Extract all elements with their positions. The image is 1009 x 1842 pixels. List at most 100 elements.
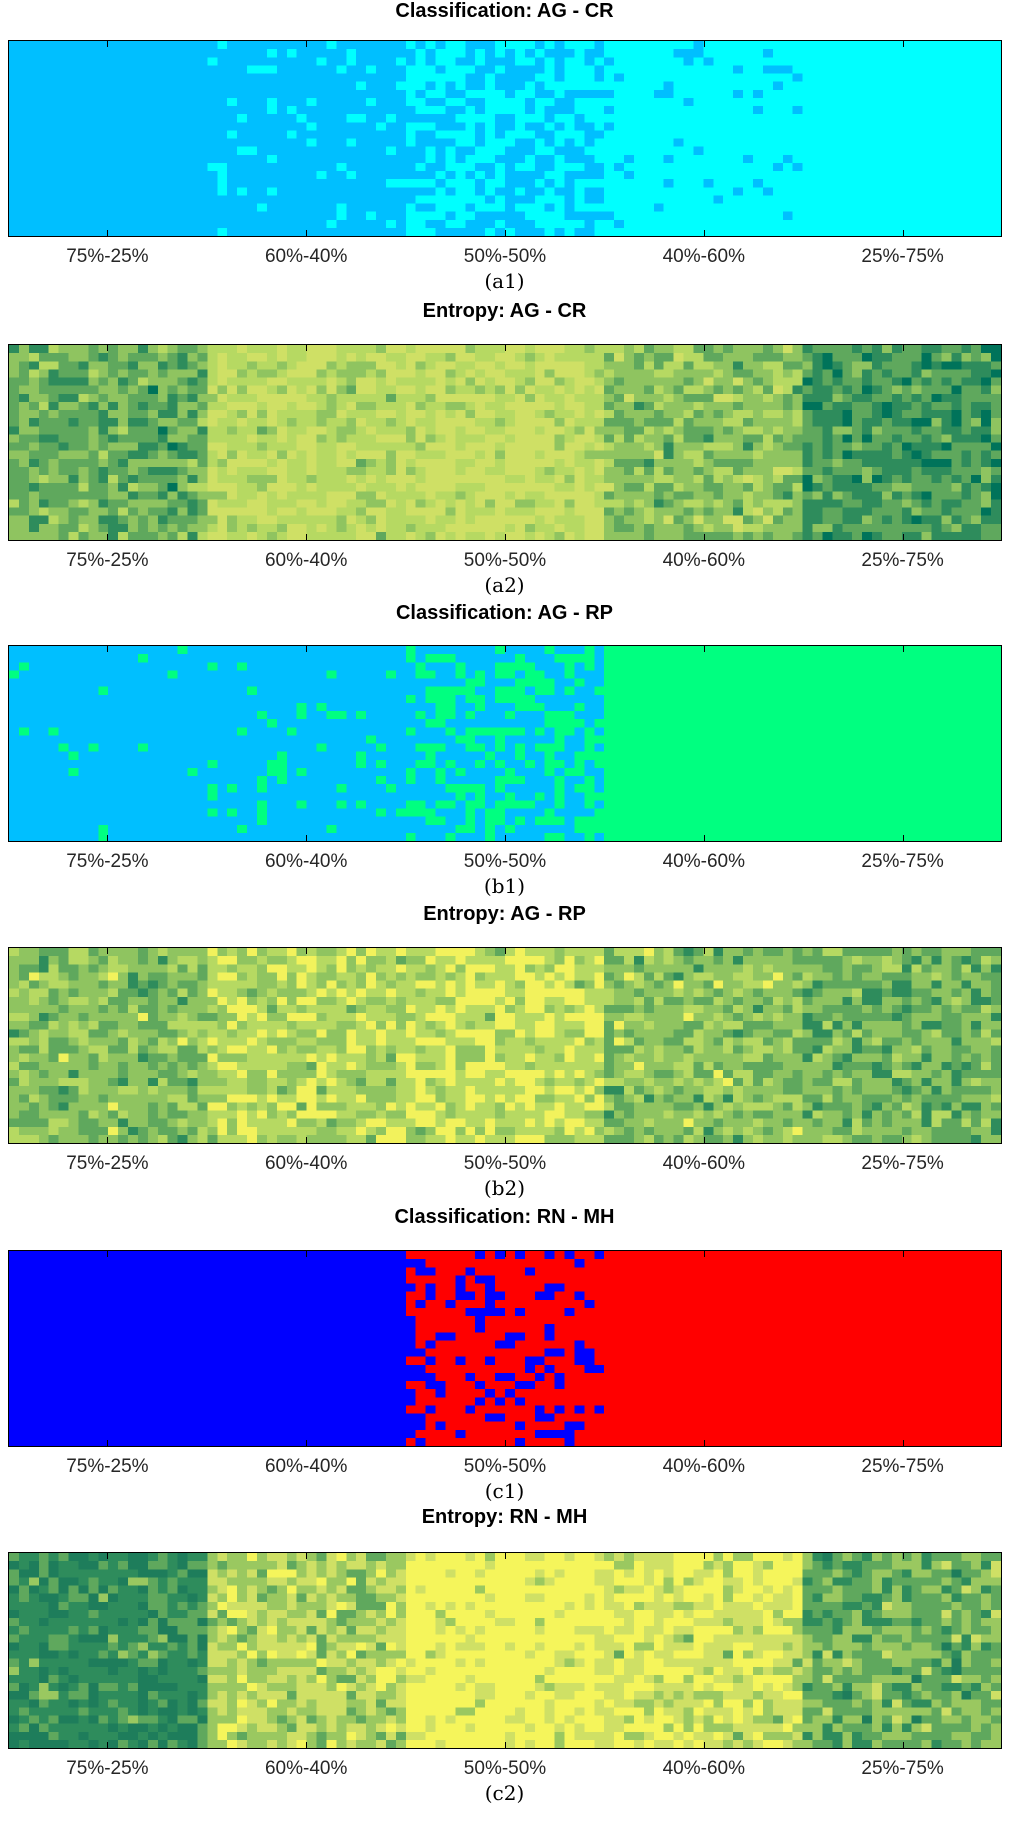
x-tick-label: 25%-75% [861,1758,944,1779]
x-tick-label: 25%-75% [861,851,944,872]
x-tick-label: 60%-40% [264,851,348,872]
panel-caption: (c2) [484,1781,525,1805]
heatmap-plot [8,645,1002,842]
x-tick-label: 50%-50% [463,1758,547,1779]
x-tick-mark [505,1440,506,1446]
x-tick-mark [902,948,904,954]
x-tick-mark [306,646,308,652]
x-tick-label: 40%-60% [662,1153,745,1174]
x-tick-mark [902,835,904,841]
heatmap-plot [8,1250,1002,1447]
x-tick-label: 75%-25% [66,1153,149,1174]
x-tick-mark [107,646,109,652]
x-tick-mark [505,1553,506,1559]
x-tick-label: 50%-50% [463,550,547,571]
x-tick-mark [306,230,308,236]
x-tick-mark [107,230,109,236]
heatmap-cells [9,646,1001,841]
panel-caption: (a1) [484,269,525,293]
x-tick-mark [107,345,109,351]
x-tick-mark [107,534,109,540]
x-tick-label: 40%-60% [662,246,745,267]
x-tick-mark [306,1440,308,1446]
x-tick-mark [703,534,705,540]
x-tick-label: 50%-50% [463,851,547,872]
x-tick-mark [505,345,506,351]
x-tick-mark [306,1251,308,1257]
x-tick-mark [703,646,705,652]
x-tick-label: 60%-40% [264,1456,348,1477]
x-tick-mark [703,230,705,236]
x-tick-mark [107,1440,109,1446]
x-tick-label: 50%-50% [463,246,547,267]
x-tick-mark [107,1742,109,1748]
x-tick-mark [902,1440,904,1446]
x-tick-label: 75%-25% [66,246,149,267]
x-tick-mark [306,1742,308,1748]
x-tick-mark [505,230,506,236]
x-tick-mark [505,948,506,954]
x-tick-label: 25%-75% [861,1456,944,1477]
x-tick-mark [902,1137,904,1143]
x-tick-label: 75%-25% [66,550,149,571]
chart-title: Entropy: AG - CR [422,300,587,322]
x-tick-label: 40%-60% [662,550,745,571]
heatmap-cells [9,948,1001,1143]
x-tick-label: 60%-40% [264,1153,348,1174]
x-tick-mark [703,1742,705,1748]
x-tick-label: 40%-60% [662,851,745,872]
panel-caption: (a2) [484,573,525,597]
heatmap-plot [8,947,1002,1144]
x-tick-mark [306,1137,308,1143]
x-tick-mark [107,948,109,954]
x-tick-mark [703,1137,705,1143]
x-tick-label: 60%-40% [264,246,348,267]
x-tick-label: 40%-60% [662,1758,745,1779]
panel-caption: (b1) [483,874,526,898]
x-tick-mark [703,835,705,841]
chart-title: Entropy: AG - RP [423,903,586,925]
heatmap-cells [9,41,1001,236]
x-tick-mark [306,1553,308,1559]
heatmap-cells [9,345,1001,540]
x-tick-mark [902,1553,904,1559]
x-tick-mark [306,948,308,954]
x-tick-mark [703,948,705,954]
x-tick-mark [703,41,705,47]
x-tick-label: 75%-25% [66,1758,149,1779]
x-tick-label: 25%-75% [861,1153,944,1174]
x-tick-mark [902,230,904,236]
x-tick-mark [505,534,506,540]
x-tick-label: 50%-50% [463,1456,547,1477]
x-tick-mark [306,534,308,540]
x-tick-mark [505,41,506,47]
x-tick-mark [505,1137,506,1143]
x-tick-label: 50%-50% [463,1153,547,1174]
heatmap-cells [9,1251,1001,1446]
x-tick-mark [107,835,109,841]
heatmap-cells [9,1553,1001,1748]
x-tick-mark [902,41,904,47]
x-tick-mark [703,1553,705,1559]
x-tick-mark [703,345,705,351]
x-tick-mark [902,1251,904,1257]
x-tick-mark [505,835,506,841]
x-tick-label: 75%-25% [66,1456,149,1477]
x-tick-label: 60%-40% [264,1758,348,1779]
x-tick-mark [107,1553,109,1559]
heatmap-plot [8,1552,1002,1749]
x-tick-mark [902,345,904,351]
chart-title: Classification: AG - CR [395,0,614,22]
x-tick-mark [902,646,904,652]
panel-caption: (b2) [483,1176,526,1200]
x-tick-mark [703,1440,705,1446]
chart-title: Classification: RN - MH [394,1206,615,1228]
x-tick-label: 25%-75% [861,246,944,267]
x-tick-label: 60%-40% [264,550,348,571]
heatmap-plot [8,40,1002,237]
x-tick-mark [902,1742,904,1748]
x-tick-mark [505,646,506,652]
x-tick-mark [306,835,308,841]
panel-caption: (c1) [484,1479,525,1503]
x-tick-label: 75%-25% [66,851,149,872]
